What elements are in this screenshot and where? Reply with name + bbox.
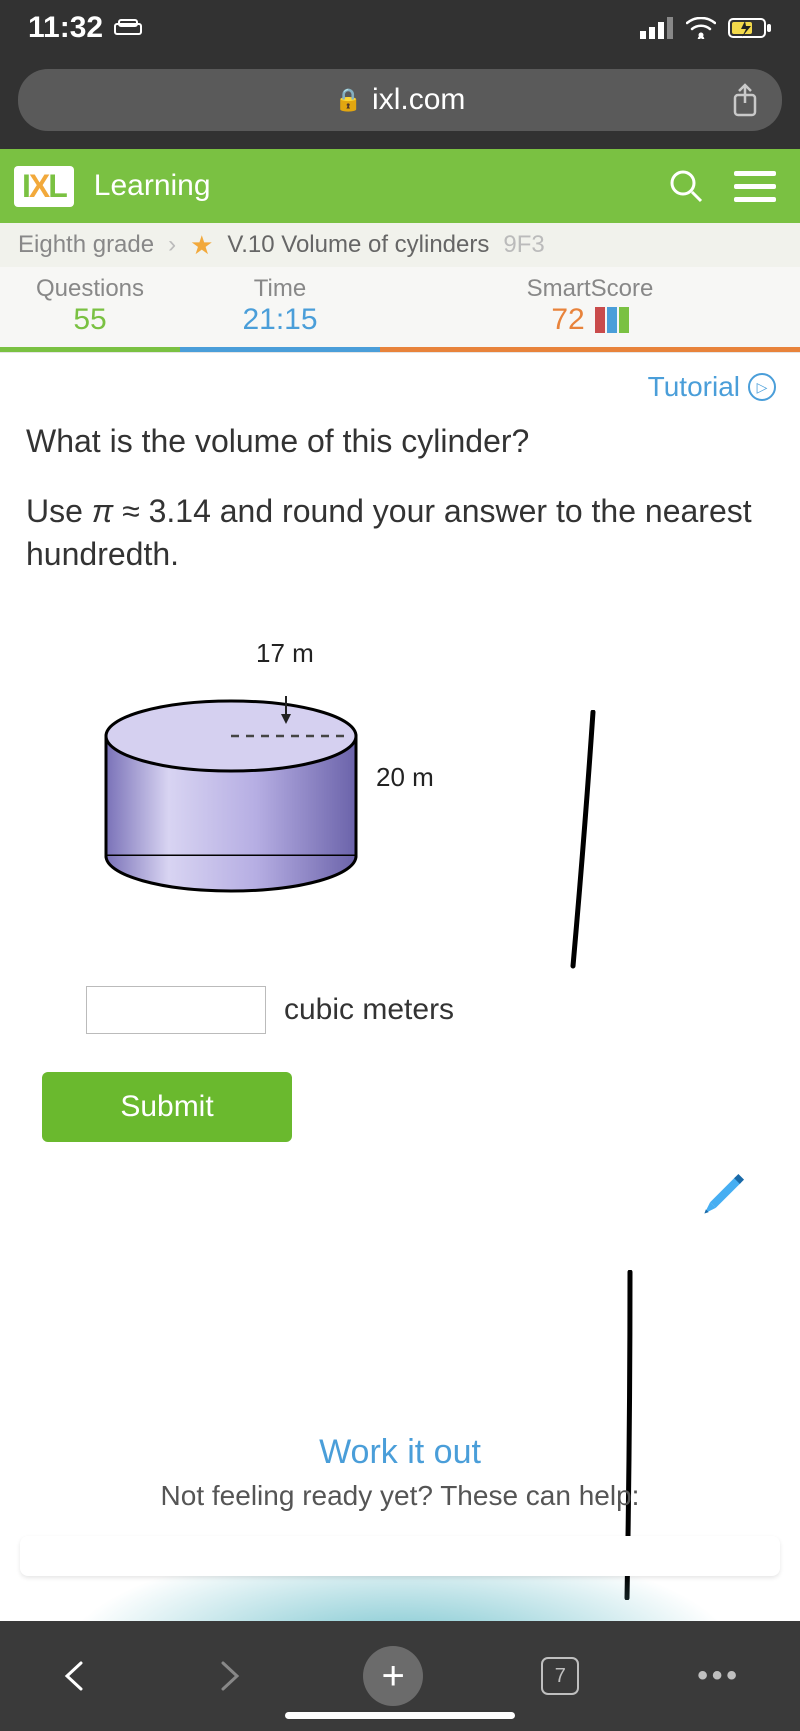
status-bar: 11:32 <box>0 0 800 55</box>
question-instruction: Use π ≈ 3.14 and round your answer to th… <box>26 490 774 576</box>
home-indicator[interactable] <box>285 1712 515 1719</box>
answer-row: cubic meters <box>26 986 774 1034</box>
share-icon[interactable] <box>730 83 760 117</box>
ixl-logo[interactable]: IXL <box>14 166 74 207</box>
workout-title: Work it out <box>0 1433 800 1472</box>
clock: 11:32 <box>28 11 103 45</box>
help-card[interactable] <box>20 1536 780 1576</box>
back-button[interactable] <box>59 1659 93 1693</box>
stats-row: Questions 55 Time 21:15 SmartScore 72 <box>0 267 800 353</box>
signal-icon <box>640 17 674 39</box>
question-content: What is the volume of this cylinder? Use… <box>0 403 800 1233</box>
answer-input[interactable] <box>86 986 266 1034</box>
cylinder-diagram: 17 m 20 m <box>26 616 774 976</box>
stat-time: Time 21:15 <box>180 267 380 352</box>
lock-icon: 🔒 <box>335 87 362 113</box>
browser-chrome: 🔒 ixl.com <box>0 55 800 149</box>
url-text: ixl.com <box>372 83 465 117</box>
app-header: IXL Learning <box>0 149 800 223</box>
battery-charging-icon <box>728 17 772 39</box>
stat-smartscore: SmartScore 72 <box>380 267 800 352</box>
radius-label: 17 m <box>256 638 314 669</box>
workout-subtitle: Not feeling ready yet? These can help: <box>0 1480 800 1512</box>
tabs-button[interactable]: 7 <box>541 1657 579 1695</box>
work-it-out-section: Work it out Not feeling ready yet? These… <box>0 1433 800 1636</box>
new-tab-button[interactable]: + <box>363 1646 423 1706</box>
chevron-right-icon: › <box>168 231 176 259</box>
height-label: 20 m <box>376 762 434 793</box>
car-icon <box>113 18 147 38</box>
address-bar[interactable]: 🔒 ixl.com <box>18 69 782 131</box>
ribbon-icons <box>595 307 629 333</box>
breadcrumb-code: 9F3 <box>503 231 544 259</box>
forward-button[interactable] <box>211 1659 245 1693</box>
breadcrumb-skill: V.10 Volume of cylinders <box>227 231 489 259</box>
unit-label: cubic meters <box>284 993 454 1027</box>
section-label[interactable]: Learning <box>94 169 211 203</box>
tutorial-link[interactable]: Tutorial ▷ <box>648 371 776 403</box>
more-button[interactable]: ••• <box>697 1659 741 1693</box>
submit-button[interactable]: Submit <box>42 1072 292 1142</box>
browser-toolbar: + 7 ••• <box>0 1621 800 1731</box>
stat-questions: Questions 55 <box>0 267 180 352</box>
play-icon: ▷ <box>748 373 776 401</box>
question-prompt: What is the volume of this cylinder? <box>26 423 774 460</box>
breadcrumb-grade[interactable]: Eighth grade <box>18 231 154 259</box>
search-icon[interactable] <box>668 168 704 204</box>
breadcrumb: Eighth grade › ★ V.10 Volume of cylinder… <box>0 223 800 267</box>
wifi-icon <box>686 17 716 39</box>
pencil-icon[interactable] <box>690 1168 750 1228</box>
hamburger-icon[interactable] <box>734 171 776 202</box>
star-icon: ★ <box>190 230 213 261</box>
